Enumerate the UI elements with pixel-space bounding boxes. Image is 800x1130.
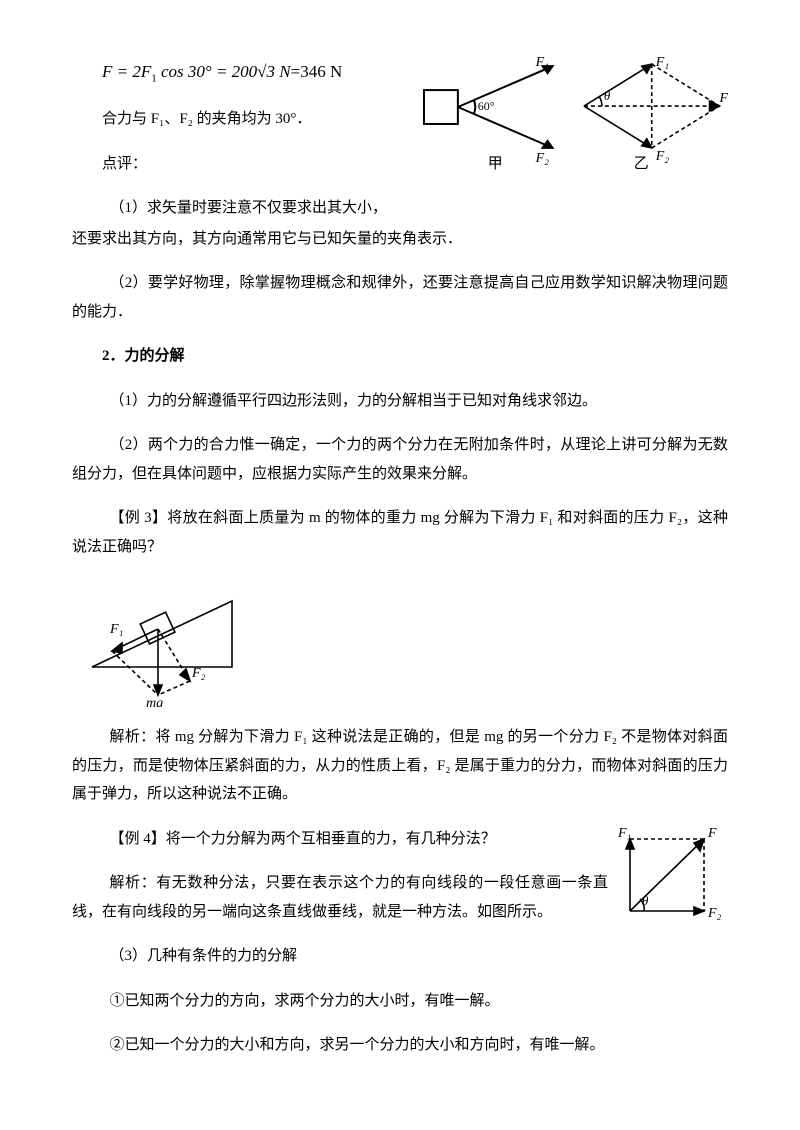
fig-incline-f2: F₂	[191, 666, 206, 681]
section2-title: 2．力的分解	[72, 342, 728, 371]
dianping-1b: 还要求出其方向，其方向通常用它与已知矢量的夹角表示．	[72, 225, 728, 254]
fig-perp-f1: F₁	[618, 826, 631, 841]
figure-incline: F₁ F₂ mg	[72, 577, 252, 707]
fig-perp-theta: θ	[642, 893, 649, 908]
fig-jia-caption: 甲	[488, 156, 503, 171]
fig-incline-mg: mg	[146, 696, 163, 707]
formula-rhs: =346 N	[291, 62, 343, 81]
fig-perp-f2: F₂	[707, 906, 722, 921]
section2-p2: （2）两个力的合力惟一确定，一个力的两个分力在无附加条件时，从理论上讲可分解为无…	[72, 431, 728, 488]
figure-incline-wrap: F₁ F₂ mg	[72, 577, 728, 707]
top-figures: 60° F₁ F₂ 甲	[418, 56, 728, 171]
fig-jia-f1: F₁	[535, 56, 549, 70]
figure-jia: 60° F₁ F₂ 甲	[418, 56, 568, 171]
formula-line: F = 2F1 cos 30° = 200√3 N=346 N	[72, 56, 408, 89]
fig-perp-f: F	[707, 826, 717, 841]
dianping-2: （2）要学好物理，除掌握物理概念和规律外，还要注意提高自己应用数学知识解决物理问…	[72, 269, 728, 326]
fig-yi-theta: θ	[603, 88, 610, 103]
section2-p3-2: ②已知一个分力的大小和方向，求另一个分力的大小和方向时，有唯一解。	[72, 1031, 728, 1060]
angle-line: 合力与 F₁、F₂ 的夹角均为 30°．	[72, 105, 408, 134]
dianping-1: （1）求矢量时要注意不仅要求出其大小，	[72, 194, 728, 223]
fig-jia-angle: 60°	[478, 99, 495, 113]
fig-yi-f2: F₂	[654, 149, 669, 164]
example3-question: 【例 3】将放在斜面上质量为 m 的物体的重力 mg 分解为下滑力 F₁ 和对斜…	[72, 504, 728, 561]
section2-p1: （1）力的分解遵循平行四边形法则，力的分解相当于已知对角线求邻边。	[72, 387, 728, 416]
fig-jia-f2: F₂	[535, 151, 550, 166]
fig-yi-f: F	[718, 91, 728, 106]
fig-yi-caption: 乙	[633, 156, 648, 171]
fig-yi-f1: F₁	[654, 56, 668, 70]
figure-perp: θ F₁ F F₂	[618, 825, 728, 925]
dianping-label: 点评：	[72, 150, 408, 179]
formula-lhs: F = 2F	[102, 62, 151, 81]
formula-mid: cos 30° = 200√3 N	[157, 62, 291, 81]
section2-p3: （3）几种有条件的力的分解	[72, 942, 728, 971]
section2-p3-1: ①已知两个分力的方向，求两个分力的大小时，有唯一解。	[72, 987, 728, 1016]
figure-perp-wrap: θ F₁ F F₂	[618, 825, 728, 925]
fig-incline-f1: F₁	[109, 622, 123, 637]
example3-answer: 解析：将 mg 分解为下滑力 F₁ 这种说法是正确的，但是 mg 的另一个分力 …	[72, 723, 728, 809]
figure-yi: θ F₁ F₂ F 乙	[574, 56, 728, 171]
